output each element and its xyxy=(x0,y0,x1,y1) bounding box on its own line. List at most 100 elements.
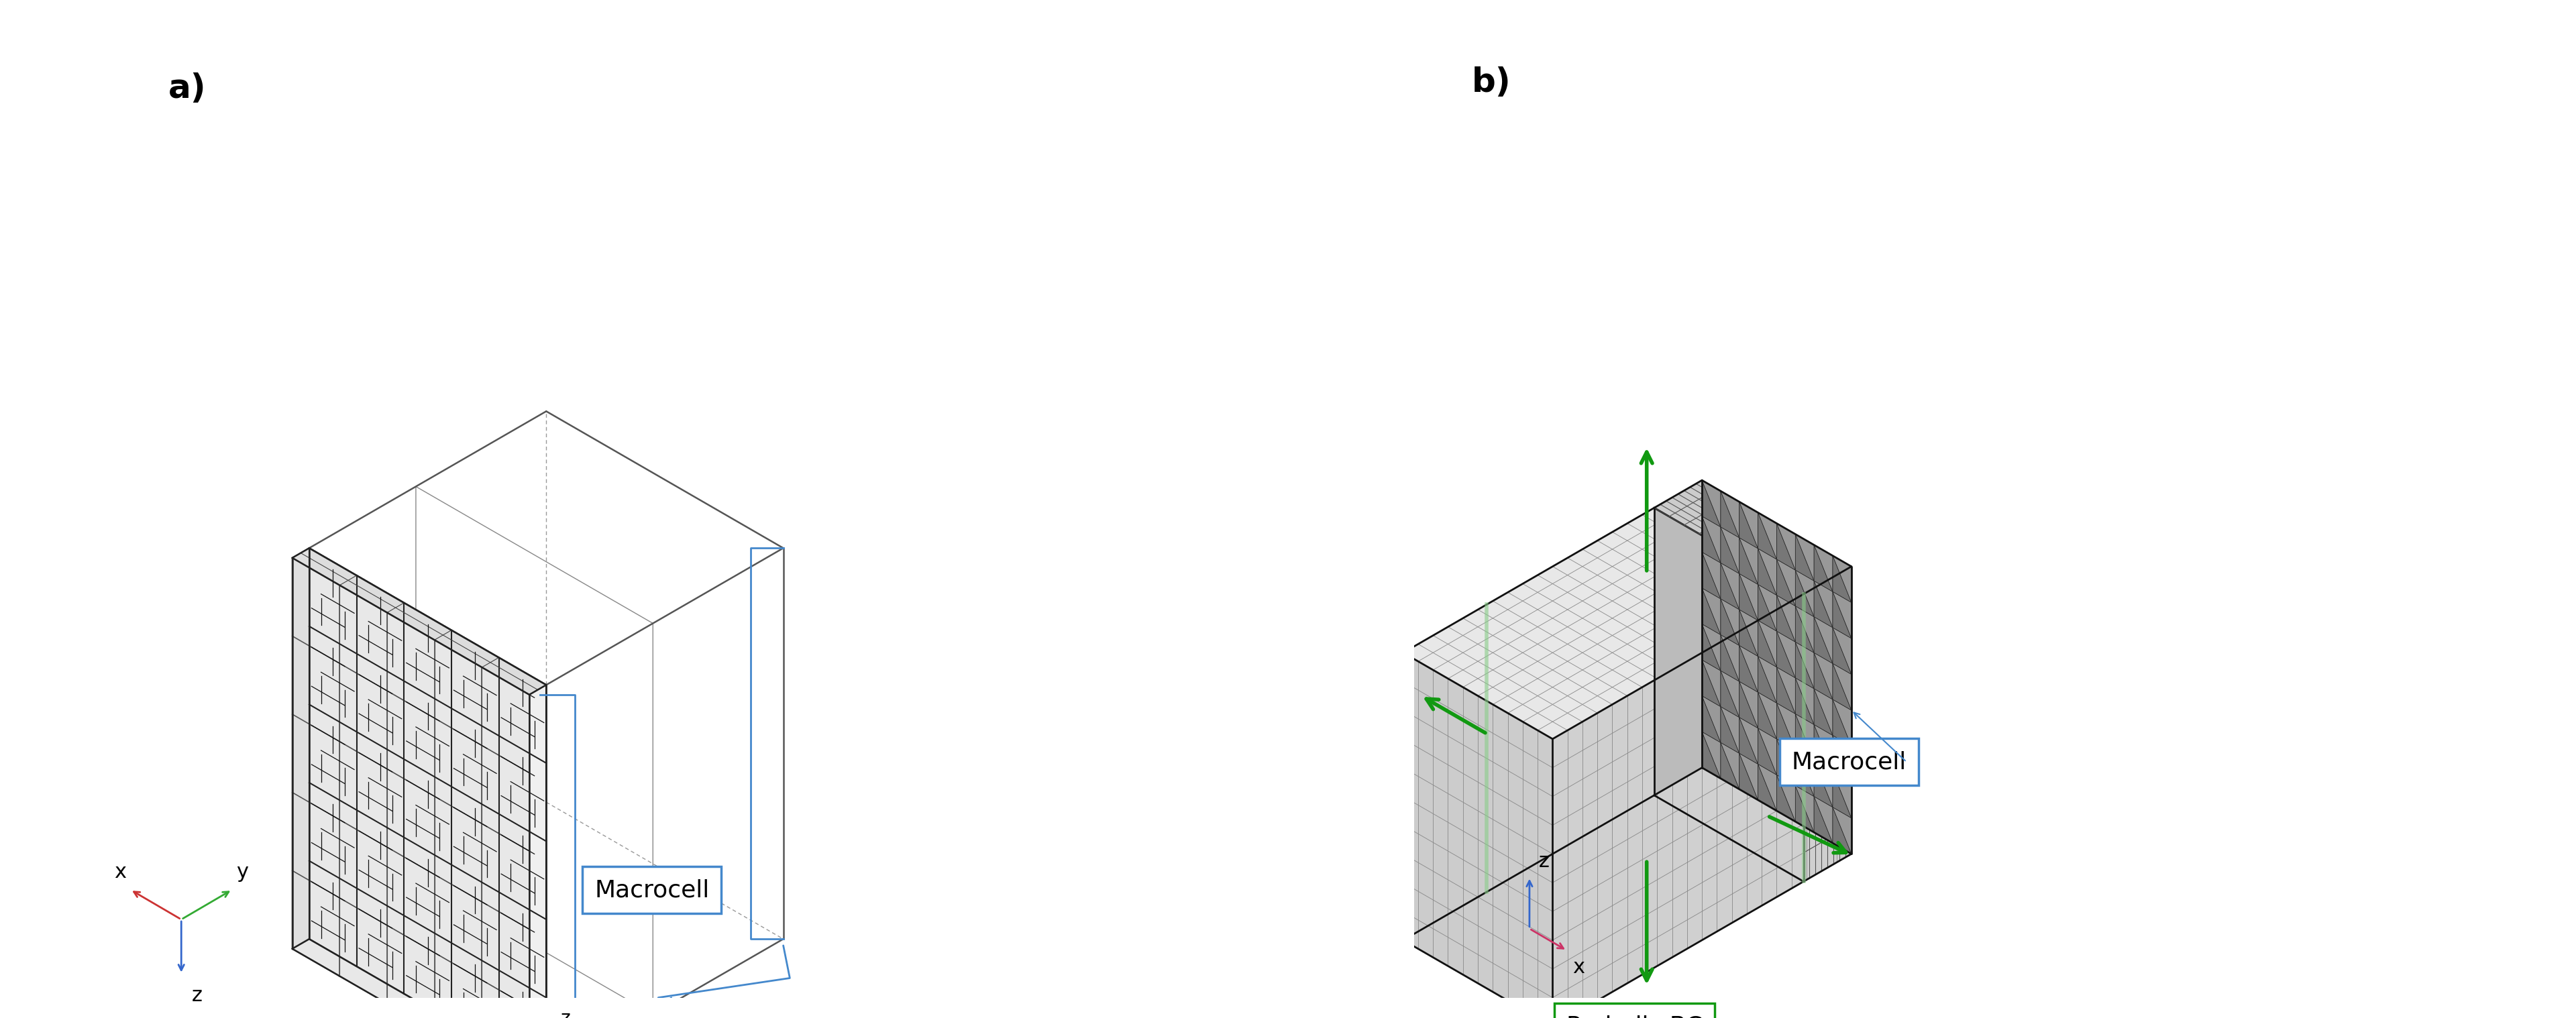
Polygon shape xyxy=(1739,538,1757,584)
Polygon shape xyxy=(1777,631,1795,678)
Polygon shape xyxy=(1777,559,1795,606)
Polygon shape xyxy=(1703,732,1721,779)
Polygon shape xyxy=(1739,502,1757,549)
Polygon shape xyxy=(1757,620,1777,667)
Polygon shape xyxy=(1832,591,1852,638)
Polygon shape xyxy=(1757,657,1777,703)
Polygon shape xyxy=(1703,624,1721,671)
Polygon shape xyxy=(1832,807,1852,854)
Polygon shape xyxy=(1832,699,1852,746)
Polygon shape xyxy=(1703,552,1721,599)
Polygon shape xyxy=(1795,570,1814,617)
Polygon shape xyxy=(291,558,528,1018)
Polygon shape xyxy=(1832,807,1852,854)
Polygon shape xyxy=(1777,667,1795,714)
Polygon shape xyxy=(1832,556,1852,603)
Polygon shape xyxy=(1739,645,1757,692)
Text: Periodic BC: Periodic BC xyxy=(1566,1015,1703,1018)
Polygon shape xyxy=(1832,735,1852,782)
Polygon shape xyxy=(1777,523,1795,570)
Polygon shape xyxy=(1777,523,1795,570)
Polygon shape xyxy=(1777,775,1795,822)
Polygon shape xyxy=(1721,599,1739,645)
Polygon shape xyxy=(1739,753,1757,800)
Text: b): b) xyxy=(1471,66,1512,99)
Polygon shape xyxy=(1814,796,1832,843)
Polygon shape xyxy=(1703,696,1721,742)
Polygon shape xyxy=(1703,624,1721,671)
Polygon shape xyxy=(1703,480,1852,854)
Polygon shape xyxy=(1832,772,1852,818)
Polygon shape xyxy=(291,548,546,694)
Polygon shape xyxy=(1795,534,1814,581)
Polygon shape xyxy=(1739,574,1757,620)
Polygon shape xyxy=(1777,559,1795,606)
Polygon shape xyxy=(1832,772,1852,818)
Polygon shape xyxy=(1795,714,1814,760)
Polygon shape xyxy=(1814,545,1832,591)
Polygon shape xyxy=(1795,642,1814,688)
Polygon shape xyxy=(1777,667,1795,714)
Polygon shape xyxy=(1757,692,1777,739)
Polygon shape xyxy=(1795,678,1814,725)
Polygon shape xyxy=(1757,549,1777,596)
Polygon shape xyxy=(1814,725,1832,772)
Polygon shape xyxy=(1795,786,1814,833)
Text: x: x xyxy=(1571,957,1584,977)
Polygon shape xyxy=(1703,552,1721,599)
Polygon shape xyxy=(1795,786,1814,833)
Polygon shape xyxy=(1777,631,1795,678)
Polygon shape xyxy=(1832,699,1852,746)
Polygon shape xyxy=(1814,617,1832,664)
Text: Macrocell: Macrocell xyxy=(1793,750,1906,774)
Polygon shape xyxy=(1721,671,1739,718)
Polygon shape xyxy=(1739,610,1757,657)
Polygon shape xyxy=(1757,513,1777,559)
Polygon shape xyxy=(1739,645,1757,692)
Polygon shape xyxy=(1814,653,1832,699)
Text: x: x xyxy=(113,862,126,882)
Polygon shape xyxy=(1757,657,1777,703)
Polygon shape xyxy=(1703,660,1721,706)
Text: Macrocell: Macrocell xyxy=(595,879,708,902)
Text: y: y xyxy=(237,862,247,882)
Polygon shape xyxy=(1757,765,1777,810)
Polygon shape xyxy=(1777,775,1795,822)
Polygon shape xyxy=(1703,588,1721,635)
Polygon shape xyxy=(1832,627,1852,674)
Polygon shape xyxy=(1814,688,1832,735)
Polygon shape xyxy=(1553,566,1852,1018)
Polygon shape xyxy=(1404,480,1852,739)
Polygon shape xyxy=(1777,596,1795,642)
Polygon shape xyxy=(1757,513,1777,559)
Text: z: z xyxy=(1538,852,1548,871)
Polygon shape xyxy=(1404,768,1852,1018)
Text: z: z xyxy=(562,1010,572,1018)
Polygon shape xyxy=(1739,681,1757,728)
Polygon shape xyxy=(1721,742,1739,789)
Polygon shape xyxy=(1703,516,1721,563)
Polygon shape xyxy=(291,548,309,949)
Polygon shape xyxy=(1739,718,1757,765)
Polygon shape xyxy=(1757,728,1777,775)
Polygon shape xyxy=(1777,596,1795,642)
Polygon shape xyxy=(1721,491,1739,538)
Polygon shape xyxy=(1777,703,1795,749)
Polygon shape xyxy=(1777,703,1795,749)
Polygon shape xyxy=(1757,728,1777,775)
Polygon shape xyxy=(1757,549,1777,596)
Polygon shape xyxy=(1703,588,1721,635)
Polygon shape xyxy=(1814,796,1832,843)
Polygon shape xyxy=(1721,635,1739,681)
Polygon shape xyxy=(1795,749,1814,796)
Polygon shape xyxy=(1777,739,1795,786)
Polygon shape xyxy=(1654,480,1852,595)
Polygon shape xyxy=(1795,570,1814,617)
Polygon shape xyxy=(1795,749,1814,796)
Polygon shape xyxy=(1814,581,1832,627)
Polygon shape xyxy=(1757,692,1777,739)
Polygon shape xyxy=(1739,610,1757,657)
Polygon shape xyxy=(1721,742,1739,789)
Polygon shape xyxy=(309,548,546,1018)
Polygon shape xyxy=(1814,760,1832,807)
